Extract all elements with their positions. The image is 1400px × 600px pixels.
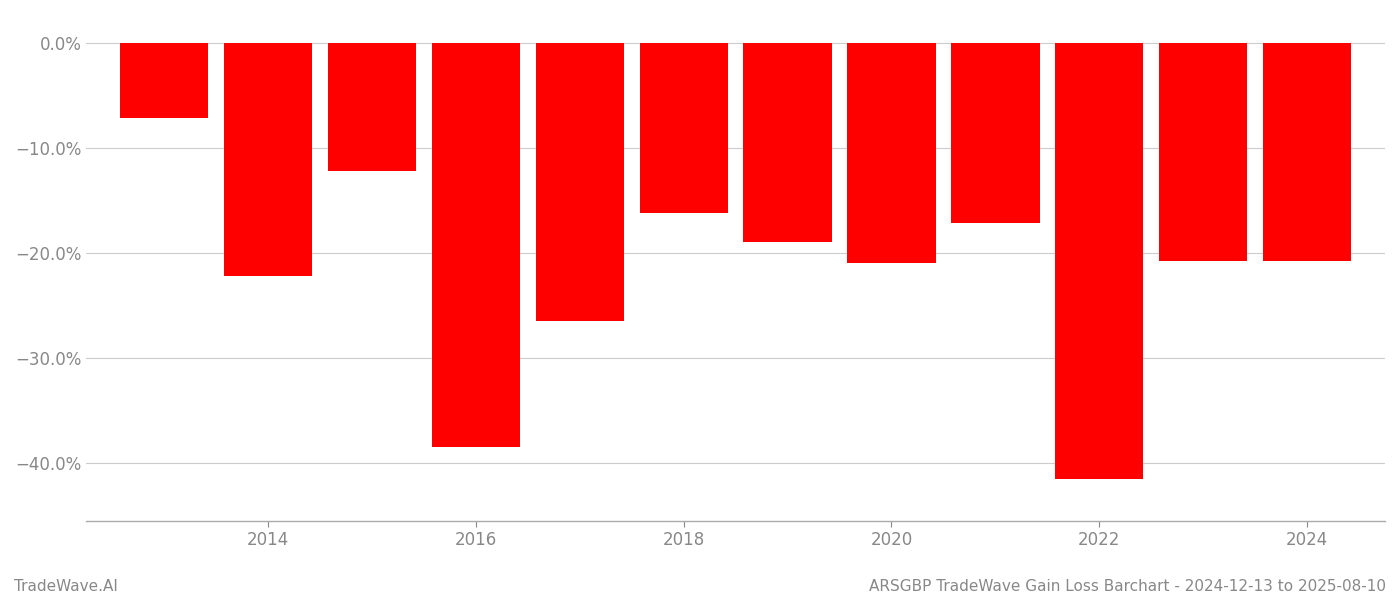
Bar	[640, 43, 728, 213]
Bar	[951, 43, 1040, 223]
Bar	[120, 43, 209, 118]
Bar	[743, 43, 832, 242]
Bar	[1159, 43, 1247, 261]
Bar	[847, 43, 935, 263]
Bar	[224, 43, 312, 276]
Text: TradeWave.AI: TradeWave.AI	[14, 579, 118, 594]
Bar	[431, 43, 519, 447]
Bar	[328, 43, 416, 171]
Bar	[536, 43, 624, 321]
Bar	[1263, 43, 1351, 261]
Text: ARSGBP TradeWave Gain Loss Barchart - 2024-12-13 to 2025-08-10: ARSGBP TradeWave Gain Loss Barchart - 20…	[869, 579, 1386, 594]
Bar	[1056, 43, 1144, 479]
